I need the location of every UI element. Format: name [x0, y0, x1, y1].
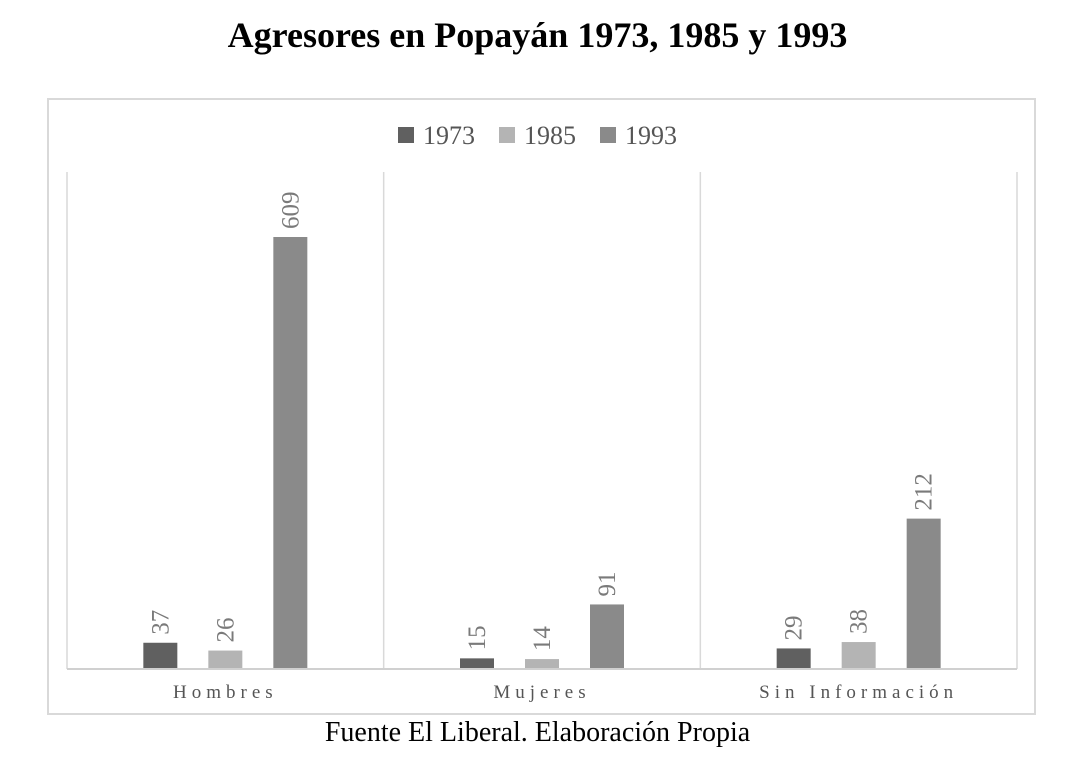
bar-hombres-1993 [273, 237, 308, 669]
bar-mujeres-1993 [590, 604, 624, 669]
legend-swatch-1985 [499, 127, 515, 143]
x-axis-labels: Hombres Mujeres Sin Información [173, 682, 958, 703]
bar-hombres-1973 [143, 642, 178, 669]
legend-label-1973: 1973 [423, 121, 475, 150]
data-label-sin-informacion-1985: 38 [846, 609, 873, 634]
chart-title: Agresores en Popayán 1973, 1985 y 1993 [227, 15, 848, 55]
legend: 1973 1985 1993 [398, 121, 677, 150]
bar-mujeres-1973 [460, 658, 494, 669]
data-labels: 37 26 609 15 14 91 29 38 212 [147, 192, 937, 652]
category-separators [66, 172, 1018, 669]
data-label-sin-informacion-1993: 212 [911, 473, 938, 511]
data-label-sin-informacion-1973: 29 [781, 615, 808, 640]
bar-mujeres-1985 [525, 659, 559, 669]
legend-swatch-1973 [398, 127, 414, 143]
legend-swatch-1993 [600, 127, 616, 143]
bar-hombres-1985 [208, 650, 243, 669]
bar-sin-informacion-1985 [841, 642, 876, 669]
source-note: Fuente El Liberal. Elaboración Propia [324, 717, 751, 748]
data-label-hombres-1985: 26 [212, 618, 239, 643]
legend-label-1985: 1985 [524, 121, 576, 150]
bar-sin-informacion-1973 [776, 648, 811, 669]
x-tick-label-hombres: Hombres [173, 682, 278, 703]
data-label-mujeres-1993: 91 [594, 571, 621, 596]
chart-frame [47, 98, 1036, 715]
data-label-mujeres-1985: 14 [529, 626, 556, 652]
legend-label-1993: 1993 [625, 121, 677, 150]
x-tick-label-mujeres: Mujeres [493, 682, 590, 703]
bars [143, 237, 941, 669]
data-label-hombres-1993: 609 [277, 192, 304, 230]
data-label-hombres-1973: 37 [147, 610, 174, 635]
bar-sin-informacion-1993 [906, 518, 941, 669]
data-label-mujeres-1973: 15 [464, 625, 491, 650]
x-tick-label-sin-informacion: Sin Información [759, 682, 958, 703]
